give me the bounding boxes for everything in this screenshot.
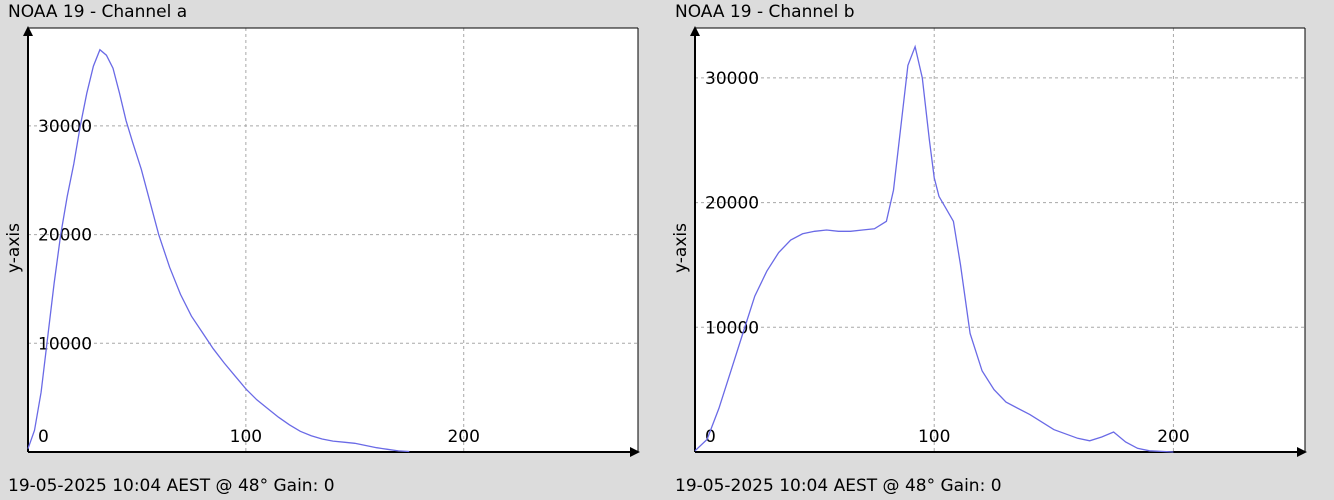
x-tick-label: 0 (705, 427, 716, 447)
x-tick-label: 100 (918, 427, 950, 447)
plot-area (28, 28, 638, 452)
y-axis-arrow (23, 26, 33, 36)
chart-title: NOAA 19 - Channel b (675, 2, 855, 22)
x-axis-arrow (1297, 447, 1307, 457)
x-tick-label: 200 (1157, 427, 1189, 447)
y-tick-label: 30000 (705, 69, 759, 89)
y-tick-label: 10000 (705, 318, 759, 338)
x-tick-label: 0 (38, 427, 49, 447)
chart-title: NOAA 19 - Channel a (8, 2, 188, 22)
chart-plot-a: 0 100 200 10000 20000 30000 (23, 26, 640, 457)
y-tick-label: 30000 (38, 117, 92, 137)
chart-plot-b: 0 100 200 10000 20000 30000 (690, 26, 1307, 457)
y-tick-label: 10000 (38, 334, 92, 354)
y-axis-label: y-axis (4, 223, 24, 273)
series-line (694, 44, 1174, 453)
x-tick-label: 100 (230, 427, 262, 447)
x-axis-arrow (630, 447, 640, 457)
chart-footer: 19-05-2025 10:04 AEST @ 48° Gain: 0 (8, 476, 335, 496)
chart-panel-b: NOAA 19 - Channel b 0 100 200 10000 20000 300… (667, 0, 1334, 500)
series-line (27, 48, 410, 453)
chart-panel-a: NOAA 19 - Channel a 0 100 200 10000 20000 300… (4, 2, 640, 496)
y-axis-label: y-axis (671, 223, 691, 273)
y-tick-label: 20000 (705, 194, 759, 214)
y-axis-arrow (690, 26, 700, 36)
y-tick-label: 20000 (38, 226, 92, 246)
chart-footer: 19-05-2025 10:04 AEST @ 48° Gain: 0 (675, 476, 1002, 496)
plot-area (695, 28, 1305, 452)
x-tick-label: 200 (447, 427, 479, 447)
